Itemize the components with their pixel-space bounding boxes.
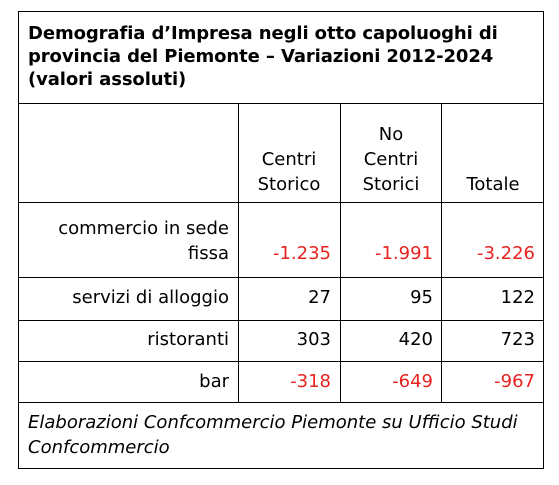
column-header-totale: Totale xyxy=(466,174,520,195)
table-cell: -967 xyxy=(494,371,535,392)
column-header-no-centri-storici: No Centri Storici xyxy=(362,124,420,195)
divider xyxy=(19,277,543,278)
divider xyxy=(19,361,543,362)
table-cell: -1.991 xyxy=(374,243,433,264)
row-label: ristoranti xyxy=(147,329,229,350)
table-cell: 95 xyxy=(410,287,433,308)
divider xyxy=(340,103,341,402)
divider xyxy=(441,103,442,402)
table-cell: 420 xyxy=(398,329,433,350)
row-label: bar xyxy=(199,371,229,392)
table-cell: -318 xyxy=(290,371,331,392)
table-cell: 27 xyxy=(308,287,331,308)
table-cell: 723 xyxy=(500,329,535,350)
divider xyxy=(19,320,543,321)
divider xyxy=(19,402,543,403)
table-cell: -3.226 xyxy=(476,243,535,264)
divider xyxy=(19,202,543,203)
divider xyxy=(19,103,543,104)
table-cell: -649 xyxy=(392,371,433,392)
table-footnote: Elaborazioni Confcommercio Piemonte su U… xyxy=(28,412,518,458)
table-cell: 122 xyxy=(500,287,535,308)
data-table: Demografia d’Impresa negli otto capoluog… xyxy=(18,11,544,469)
divider xyxy=(238,103,239,402)
column-header-centri-storico: Centri Storico xyxy=(257,149,321,195)
table-title: Demografia d’Impresa negli otto capoluog… xyxy=(28,23,498,90)
table-cell: 303 xyxy=(296,329,331,350)
row-label: commercio in sede fissa xyxy=(58,218,229,264)
row-label: servizi di alloggio xyxy=(72,287,229,308)
table-cell: -1.235 xyxy=(272,243,331,264)
